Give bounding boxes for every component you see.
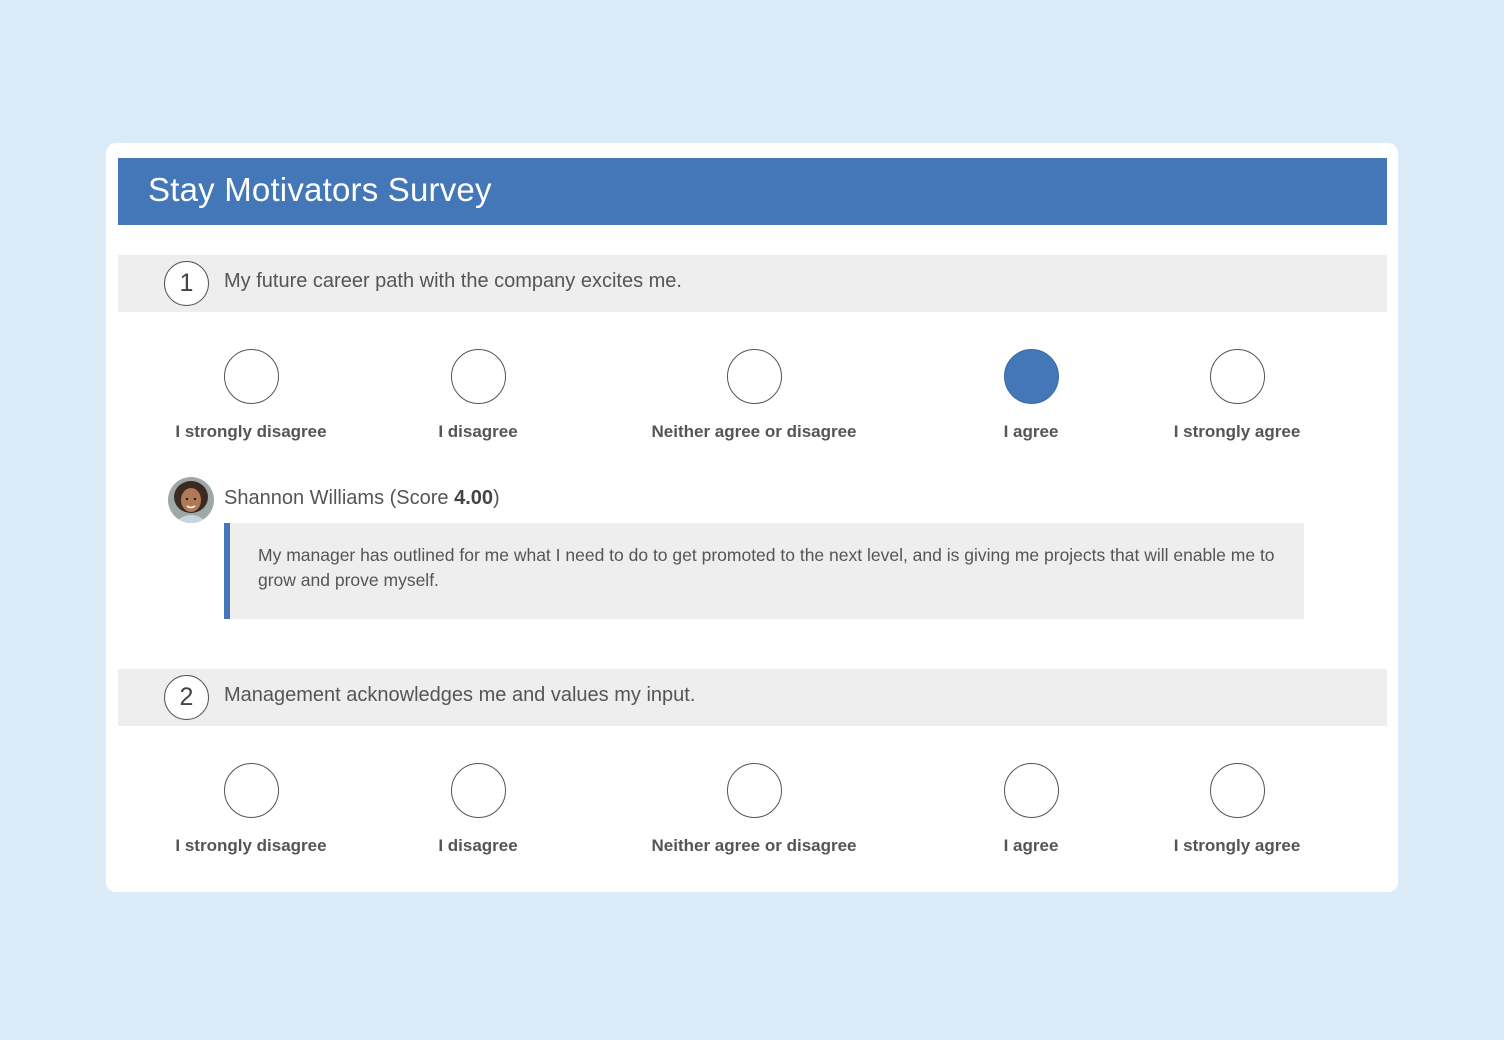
question-text: My future career path with the company e…	[224, 270, 682, 292]
radio-button[interactable]	[1209, 349, 1265, 404]
user-avatar-icon	[168, 477, 214, 523]
option-label: I disagree	[438, 836, 518, 855]
survey-card: Stay Motivators Survey 1 My future caree…	[106, 143, 1398, 892]
q1-option-agree[interactable]: I agree	[911, 349, 1151, 442]
q1-option-neither[interactable]: Neither agree or disagree	[634, 349, 874, 442]
radio-button[interactable]	[223, 763, 279, 818]
q1-option-strongly-agree[interactable]: I strongly agree	[1117, 349, 1357, 442]
q1-option-disagree[interactable]: I disagree	[358, 349, 598, 442]
q1-option-strongly-disagree[interactable]: I strongly disagree	[131, 349, 371, 442]
option-label: Neither agree or disagree	[651, 836, 857, 855]
option-label: I disagree	[438, 422, 518, 441]
option-label: Neither agree or disagree	[651, 422, 857, 441]
option-label: I strongly disagree	[175, 836, 327, 855]
survey-header: Stay Motivators Survey	[118, 158, 1387, 225]
radio-button[interactable]	[450, 763, 506, 818]
option-label: I strongly disagree	[175, 422, 327, 441]
radio-button[interactable]	[1003, 763, 1059, 818]
score-suffix: )	[493, 487, 500, 509]
radio-button-selected[interactable]	[1003, 349, 1059, 404]
radio-button[interactable]	[223, 349, 279, 404]
option-label: I strongly agree	[1173, 836, 1301, 855]
q2-option-neither[interactable]: Neither agree or disagree	[634, 763, 874, 856]
q2-option-disagree[interactable]: I disagree	[358, 763, 598, 856]
score-value: 4.00	[454, 487, 494, 509]
option-label: I strongly agree	[1173, 422, 1301, 441]
option-label: I agree	[1003, 836, 1059, 855]
q2-option-strongly-disagree[interactable]: I strongly disagree	[131, 763, 371, 856]
question-text: Management acknowledges me and values my…	[224, 684, 696, 706]
radio-button[interactable]	[1209, 763, 1265, 818]
radio-button[interactable]	[726, 349, 782, 404]
radio-button[interactable]	[450, 349, 506, 404]
avatar	[168, 477, 214, 523]
q2-option-agree[interactable]: I agree	[911, 763, 1151, 856]
q2-option-strongly-agree[interactable]: I strongly agree	[1117, 763, 1357, 856]
option-label: I agree	[1003, 422, 1059, 441]
reviewer-name: Shannon Williams	[224, 487, 385, 509]
question-1-bar: 1 My future career path with the company…	[118, 255, 1387, 312]
response-comment: My manager has outlined for me what I ne…	[224, 523, 1304, 619]
comment-text: My manager has outlined for me what I ne…	[258, 545, 1275, 590]
reviewer-line: Shannon Williams (Score 4.00)	[224, 487, 500, 510]
score-prefix: (Score	[384, 487, 455, 509]
question-number-badge: 2	[164, 675, 209, 720]
radio-button[interactable]	[726, 763, 782, 818]
survey-title: Stay Motivators Survey	[148, 171, 492, 208]
question-number-badge: 1	[164, 261, 209, 306]
question-2-bar: 2 Management acknowledges me and values …	[118, 669, 1387, 726]
